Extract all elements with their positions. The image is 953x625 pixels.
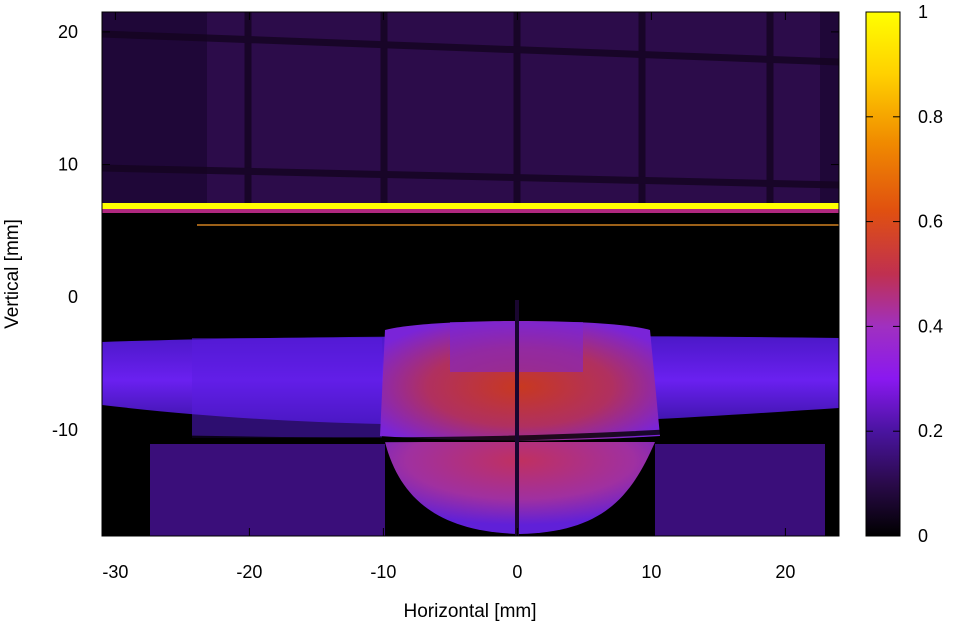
- colorbar-tick-label: 0.2: [918, 421, 943, 441]
- y-tick-label: 0: [68, 287, 78, 307]
- y-axis-title: Vertical [mm]: [2, 219, 23, 329]
- colorbar-tick-label: 0: [918, 526, 928, 546]
- colorbar-tick-label: 0.4: [918, 316, 943, 336]
- x-tick-label: -20: [236, 562, 262, 582]
- heatmap-image: [102, 12, 839, 536]
- colorbar-tick-label: 1: [918, 2, 928, 22]
- x-tick-label: 0: [512, 562, 522, 582]
- axis-ticks: [102, 12, 839, 536]
- colorbar-tick-label: 0.8: [918, 107, 943, 127]
- x-axis-title: Horizontal [mm]: [403, 601, 536, 622]
- tick-labels: -30 -20 -10 0 10 20 -10 0 10 20: [52, 22, 795, 582]
- x-tick-label: 20: [775, 562, 795, 582]
- y-tick-label: 20: [58, 22, 78, 42]
- x-tick-label: 10: [641, 562, 661, 582]
- colorbar: [865, 11, 901, 537]
- x-tick-label: -10: [370, 562, 396, 582]
- colorbar-ticks: 0 0.2 0.4 0.6 0.8 1: [866, 2, 943, 546]
- x-tick-label: -30: [102, 562, 128, 582]
- colorbar-tick-label: 0.6: [918, 212, 943, 232]
- y-tick-label: -10: [52, 420, 78, 440]
- plot-frame: [101, 11, 840, 537]
- y-tick-label: 10: [58, 155, 78, 175]
